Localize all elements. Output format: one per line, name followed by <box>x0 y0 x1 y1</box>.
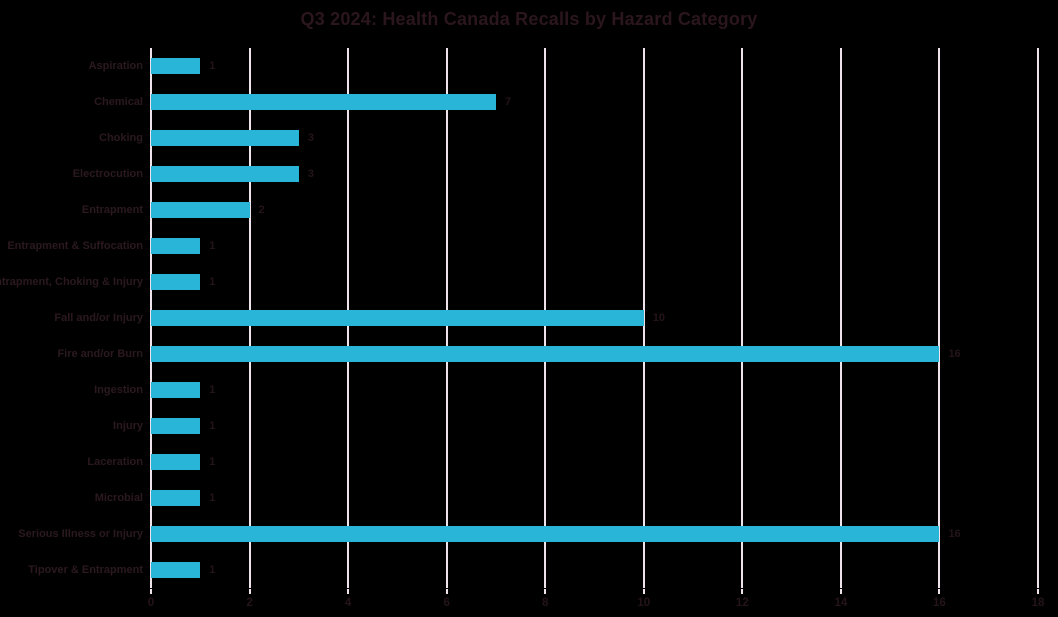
chart-row: Entrapment & Suffocation 1 <box>7 228 1038 264</box>
category-label: Microbial <box>94 492 143 504</box>
chart-row: Tipover & Entrapment 1 <box>28 552 1038 588</box>
bar <box>151 562 201 578</box>
chart-row: Ingestion 1 <box>94 372 1038 408</box>
x-axis-tick-label: 18 <box>1031 597 1045 609</box>
category-label: Electrocution <box>72 168 143 180</box>
chart-row: Fire and/or Burn 16 <box>57 336 1038 372</box>
bar <box>151 274 201 290</box>
data-label: 1 <box>209 456 216 468</box>
x-axis-tick-mark <box>544 589 547 594</box>
gridline <box>1037 48 1039 588</box>
x-axis-tick-mark <box>642 589 645 594</box>
x-axis-tick-mark <box>445 589 448 594</box>
data-label: 16 <box>948 528 961 540</box>
chart-row: Injury 1 <box>113 408 1038 444</box>
category-label: Ingestion <box>94 384 143 396</box>
bar <box>151 454 201 470</box>
x-axis-tick-mark <box>741 589 744 594</box>
bar <box>151 58 201 74</box>
data-label: 1 <box>209 384 216 396</box>
chart-row: Microbial 1 <box>95 480 1038 516</box>
category-label: Aspiration <box>88 60 143 72</box>
x-axis-tick-label: 10 <box>637 597 651 609</box>
x-axis-tick-label: 14 <box>834 597 848 609</box>
x-axis-tick-label: 6 <box>443 597 450 609</box>
data-label: 1 <box>209 492 216 504</box>
category-label: Serious Illness or Injury <box>18 528 143 540</box>
data-label: 1 <box>209 276 216 288</box>
x-axis-tick-label: 4 <box>344 597 352 609</box>
category-label: Entrapment & Suffocation <box>7 240 143 252</box>
category-label: Entrapment, Choking & Injury <box>0 276 143 288</box>
bar <box>151 310 644 326</box>
chart-row: Fall and/or Injury 10 <box>54 300 1038 336</box>
bar <box>151 202 250 218</box>
chart-row: Choking 3 <box>99 120 1038 156</box>
data-label: 1 <box>209 60 216 72</box>
bar <box>151 238 201 254</box>
bar <box>151 346 940 362</box>
data-label: 3 <box>307 168 314 180</box>
data-label: 2 <box>258 204 265 216</box>
bar <box>151 166 299 182</box>
gridline <box>642 48 645 588</box>
category-label: Choking <box>99 132 143 144</box>
bar <box>151 526 940 542</box>
chart-row: Laceration 1 <box>87 444 1038 480</box>
category-label: Laceration <box>87 456 143 468</box>
chart-row: Aspiration 1 <box>89 48 1038 84</box>
bar <box>151 130 299 146</box>
bar <box>151 418 201 434</box>
data-label: 1 <box>209 240 216 252</box>
chart-row: Chemical 7 <box>94 84 1038 120</box>
category-label: Tipover & Entrapment <box>28 564 143 576</box>
data-label: 1 <box>209 420 216 432</box>
chart-title: Q3 2024: Health Canada Recalls by Hazard… <box>300 9 758 29</box>
x-axis-tick-mark <box>938 589 941 594</box>
x-axis-tick-mark <box>347 589 350 594</box>
category-label: Entrapment <box>81 204 143 216</box>
x-axis-tick-label: 0 <box>147 597 155 609</box>
bar <box>151 382 201 398</box>
category-label: Injury <box>113 420 143 432</box>
chart-row: Entrapment, Choking & Injury 1 <box>0 264 1038 300</box>
category-label: Chemical <box>94 96 143 108</box>
x-axis-tick-label: 16 <box>933 597 946 609</box>
data-label: 16 <box>948 348 961 360</box>
gridline <box>741 48 744 588</box>
bar <box>151 490 201 506</box>
data-label: 1 <box>209 564 216 576</box>
gridline <box>938 48 941 588</box>
plot-area: Aspiration 1 Chemical 7 Choking 3 Electrocutio… <box>0 48 1044 609</box>
gridline <box>839 48 842 588</box>
chart-row: Electrocution 3 <box>73 156 1038 192</box>
data-label: 10 <box>652 312 666 324</box>
x-axis-tick-label: 12 <box>735 597 749 609</box>
category-label: Fire and/or Burn <box>57 348 143 360</box>
chart-row: Entrapment 2 <box>82 192 1038 228</box>
x-axis-tick-label: 2 <box>246 597 253 609</box>
category-label: Fall and/or Injury <box>54 312 143 324</box>
bar <box>151 94 496 110</box>
data-label: 7 <box>504 96 512 108</box>
x-axis-tick-mark <box>839 589 842 594</box>
x-axis-tick-mark <box>248 589 251 594</box>
data-label: 3 <box>307 132 314 144</box>
chart-row: Serious Illness or Injury 16 <box>18 516 1038 552</box>
x-axis-tick-label: 8 <box>542 597 549 609</box>
x-axis-tick-mark <box>1037 589 1039 594</box>
x-axis-tick-mark <box>150 589 152 594</box>
